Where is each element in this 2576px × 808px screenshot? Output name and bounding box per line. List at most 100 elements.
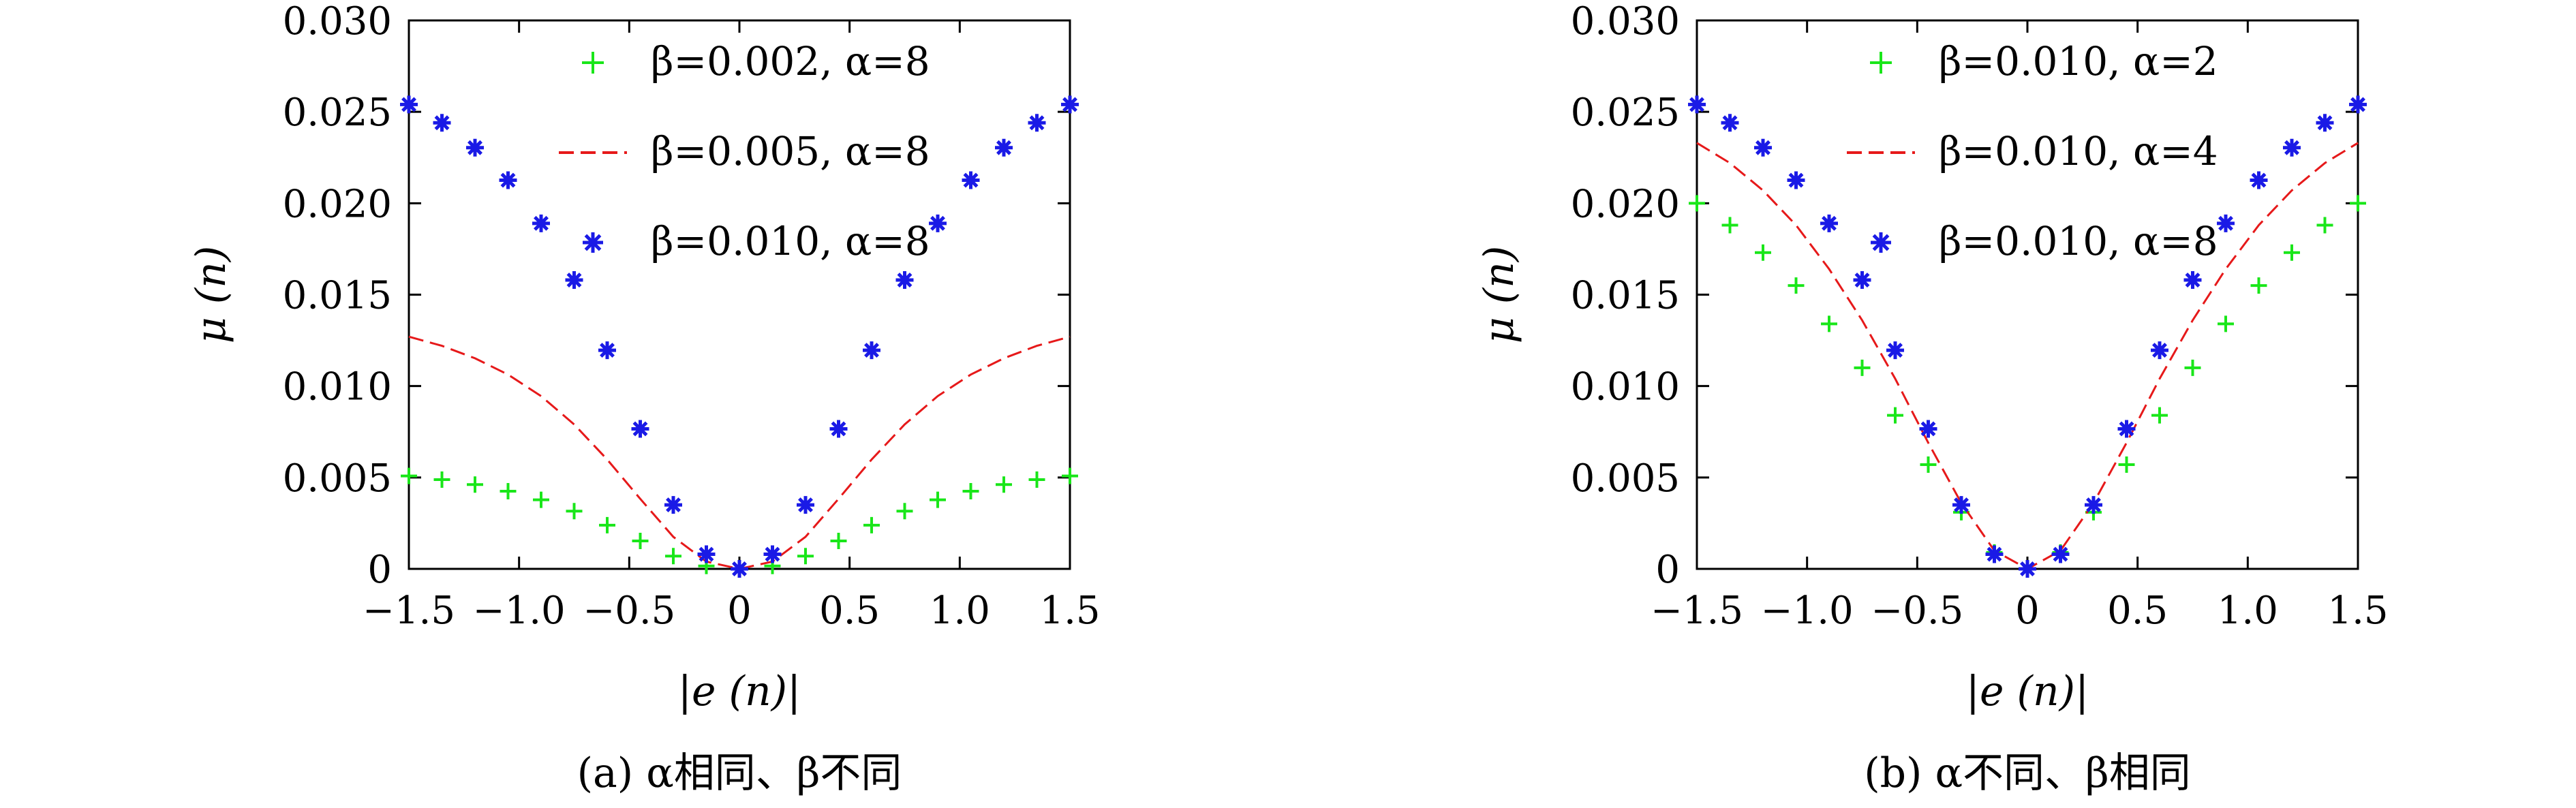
legend-label: β=0.010, α=8: [1939, 218, 2218, 264]
data-point-star: [797, 496, 814, 514]
data-point-star: [697, 545, 716, 563]
y-tick-label: 0: [367, 548, 392, 592]
data-point-star: [1886, 341, 1904, 360]
x-tick-label: −1.5: [363, 589, 455, 633]
data-point-plus: [599, 516, 615, 533]
legend-swatch-plus: [582, 52, 604, 74]
x-axis-title: |e (n)|: [1966, 668, 2089, 715]
y-tick-label: 0.005: [1571, 456, 1680, 501]
data-point-plus: [2218, 315, 2234, 332]
data-point-star: [1787, 171, 1805, 189]
data-point-star: [2349, 95, 2367, 114]
y-tick-label: 0.025: [283, 91, 392, 135]
data-point-plus: [1062, 467, 1078, 484]
data-point-star: [1853, 271, 1871, 290]
legend-label: β=0.010, α=8: [651, 218, 930, 264]
y-tick-label: 0.015: [283, 274, 392, 318]
data-point-plus: [1028, 471, 1045, 488]
series-dashed: [408, 335, 1071, 570]
series-star: [1688, 95, 2367, 578]
data-point-plus: [2118, 456, 2135, 473]
legend-label: β=0.010, α=2: [1939, 38, 2218, 84]
data-point-plus: [2184, 359, 2201, 376]
y-tick-label: 0.010: [1571, 365, 1680, 409]
data-point-plus: [2316, 217, 2333, 234]
data-point-plus: [2151, 407, 2168, 424]
plot-frame: [1696, 19, 2359, 570]
data-point-star: [2250, 171, 2268, 189]
series-line: [1696, 142, 2359, 570]
data-point-star: [1688, 95, 1706, 114]
data-point-plus: [1755, 244, 1771, 261]
data-point-star: [962, 171, 980, 189]
data-point-plus: [996, 476, 1012, 493]
y-tick-label: 0.030: [283, 0, 392, 44]
data-point-plus: [930, 491, 946, 508]
chart-caption: (b) α不同、β相同: [1864, 749, 2191, 797]
data-point-plus: [500, 482, 517, 499]
data-point-star: [2085, 496, 2102, 514]
data-point-plus: [1854, 359, 1871, 376]
legend-label: β=0.010, α=4: [1939, 128, 2218, 174]
data-point-star: [1754, 138, 1772, 157]
x-tick-label: −1.5: [1651, 589, 1743, 633]
x-tick-label: 0: [2015, 589, 2040, 633]
data-point-plus: [962, 482, 979, 499]
data-point-star: [499, 171, 517, 189]
x-tick-label: 1.5: [1039, 589, 1100, 633]
data-point-star: [1721, 114, 1739, 132]
data-point-star: [433, 114, 451, 132]
x-tick-label: −0.5: [583, 589, 675, 633]
y-tick-label: 0: [1655, 548, 1680, 592]
data-point-plus: [830, 532, 847, 549]
data-point-plus: [632, 532, 649, 549]
data-point-star: [631, 420, 649, 438]
x-tick-label: −0.5: [1871, 589, 1963, 633]
legend-entry: β=0.010, α=4: [1847, 128, 2218, 174]
series-dashed: [1696, 142, 2359, 570]
data-point-plus: [797, 548, 814, 565]
x-axis-title: |e (n)|: [678, 668, 801, 715]
data-point-plus: [2284, 244, 2300, 261]
data-point-star: [2183, 271, 2202, 290]
legend-entry: β=0.010, α=2: [1870, 38, 2218, 84]
y-axis-title: μ (n): [187, 246, 235, 344]
chart-a: −1.5 −1.0 −0.5 0 0.5 1.0 1.5 0 0.005 0.010 0.015 0.…: [187, 0, 1101, 797]
y-tick-label: 0.015: [1571, 274, 1680, 318]
y-tick-label: 0.010: [283, 365, 392, 409]
data-point-star: [400, 95, 418, 114]
chart-caption: (a) α相同、β不同: [577, 749, 902, 797]
data-point-star: [731, 560, 748, 578]
data-point-star: [2117, 420, 2136, 438]
data-point-plus: [1920, 456, 1937, 473]
data-point-star: [829, 420, 848, 438]
data-point-plus: [665, 548, 681, 565]
data-point-star: [664, 496, 682, 514]
data-point-star: [863, 341, 880, 360]
data-point-plus: [401, 467, 417, 484]
data-point-star: [2151, 341, 2168, 360]
y-tick-label: 0.020: [283, 182, 392, 226]
data-point-star: [2316, 114, 2334, 132]
x-tick-label: 1.0: [2218, 589, 2278, 633]
y-axis-title: μ (n): [1475, 246, 1523, 344]
x-tick-label: 1.0: [930, 589, 990, 633]
data-point-star: [763, 545, 782, 563]
data-point-star: [532, 214, 550, 232]
data-point-star: [466, 138, 484, 157]
x-tick-label: 0.5: [2107, 589, 2168, 633]
legend-entry: β=0.010, α=8: [583, 218, 930, 264]
legend-label: β=0.005, α=8: [651, 128, 930, 174]
data-point-star: [598, 341, 616, 360]
data-point-star: [1952, 496, 1970, 514]
data-point-plus: [566, 503, 583, 520]
data-point-plus: [433, 471, 450, 488]
data-point-star: [929, 214, 947, 232]
data-point-star: [2217, 214, 2235, 232]
data-point-plus: [1689, 195, 1705, 212]
data-point-star: [995, 138, 1013, 157]
data-point-plus: [533, 491, 549, 508]
data-point-plus: [1887, 407, 1903, 424]
data-point-plus: [1788, 277, 1805, 294]
